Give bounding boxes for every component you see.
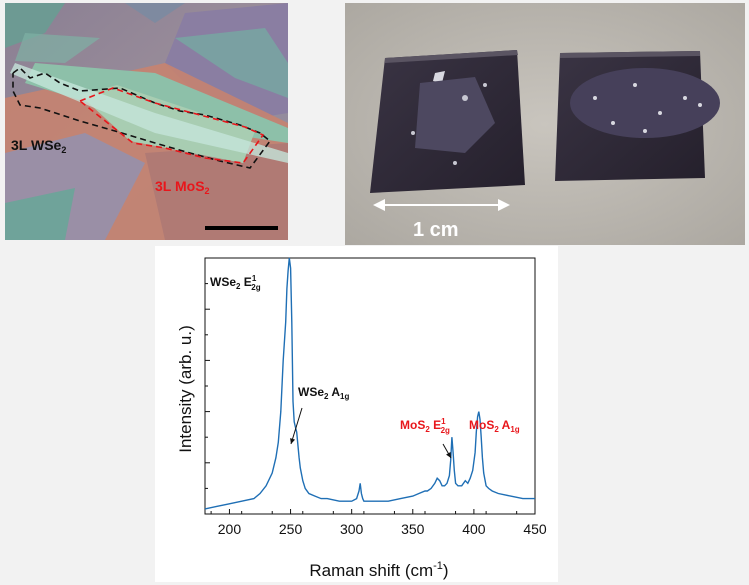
chart-axes [204,257,536,515]
micrograph-svg: 3L WSe2 3L MoS2 [5,3,288,240]
flake-region [175,28,288,98]
x-tick-label: 300 [340,521,364,537]
arrow-head [290,438,296,444]
flake-region [5,188,75,240]
bright-edge [10,63,288,163]
wse2-outline [12,66,272,169]
chart-ticks: 200 250 300 350 400 450 [205,257,547,537]
mos2-outline [79,87,265,164]
x-tick-label: 400 [462,521,486,537]
wafer-edge [385,50,518,63]
x-tick-label: 200 [218,521,242,537]
photo-svg: 1 cm [345,3,745,245]
label-3l-wse2: 3L WSe2 [11,137,66,155]
annotation-arrow [290,407,303,445]
chart-annotations: WSe2 E1 2g WSe2 A1g MoS2 E1 2g MoS2 A1g [210,274,520,459]
x-axis-label: Raman shift (cm-1) [309,560,448,580]
label-3l-mos2: 3L MoS2 [155,178,210,196]
flakes-right [570,68,720,138]
plot-frame [204,257,536,515]
wafer-edge [560,51,700,58]
peak-annotation: MoS2 E1 2g [400,417,450,435]
flake-region [15,33,100,63]
scale-arrow [373,199,510,211]
peak-annotation: WSe2 E1 2g [210,274,261,292]
flake-region [125,3,185,23]
arrow-head [446,452,451,458]
raman-chart: 200 250 300 350 400 450 WSe2 E1 2g WSe2 A1g MoS2… [176,257,547,580]
sample-photo-panel: 1 cm [345,3,745,245]
peak-annotation: MoS2 A1g [469,418,520,434]
raman-spectrum-line [204,257,535,510]
flake-region [145,143,288,240]
scale-bar [205,226,278,230]
peak-annotation: WSe2 A1g [298,385,349,401]
optical-micrograph-panel: 3L WSe2 3L MoS2 [5,3,288,240]
flake-region [5,3,65,48]
scale-label: 1 cm [413,219,459,241]
x-tick-label: 350 [401,521,425,537]
x-tick-label: 250 [279,521,303,537]
x-tick-label: 450 [523,521,547,537]
flakes-left [411,71,495,165]
y-axis-label: Intensity (arb. u.) [176,325,195,453]
raman-chart-panel: 200 250 300 350 400 450 WSe2 E1 2g WSe2 A1g MoS2… [155,246,558,582]
